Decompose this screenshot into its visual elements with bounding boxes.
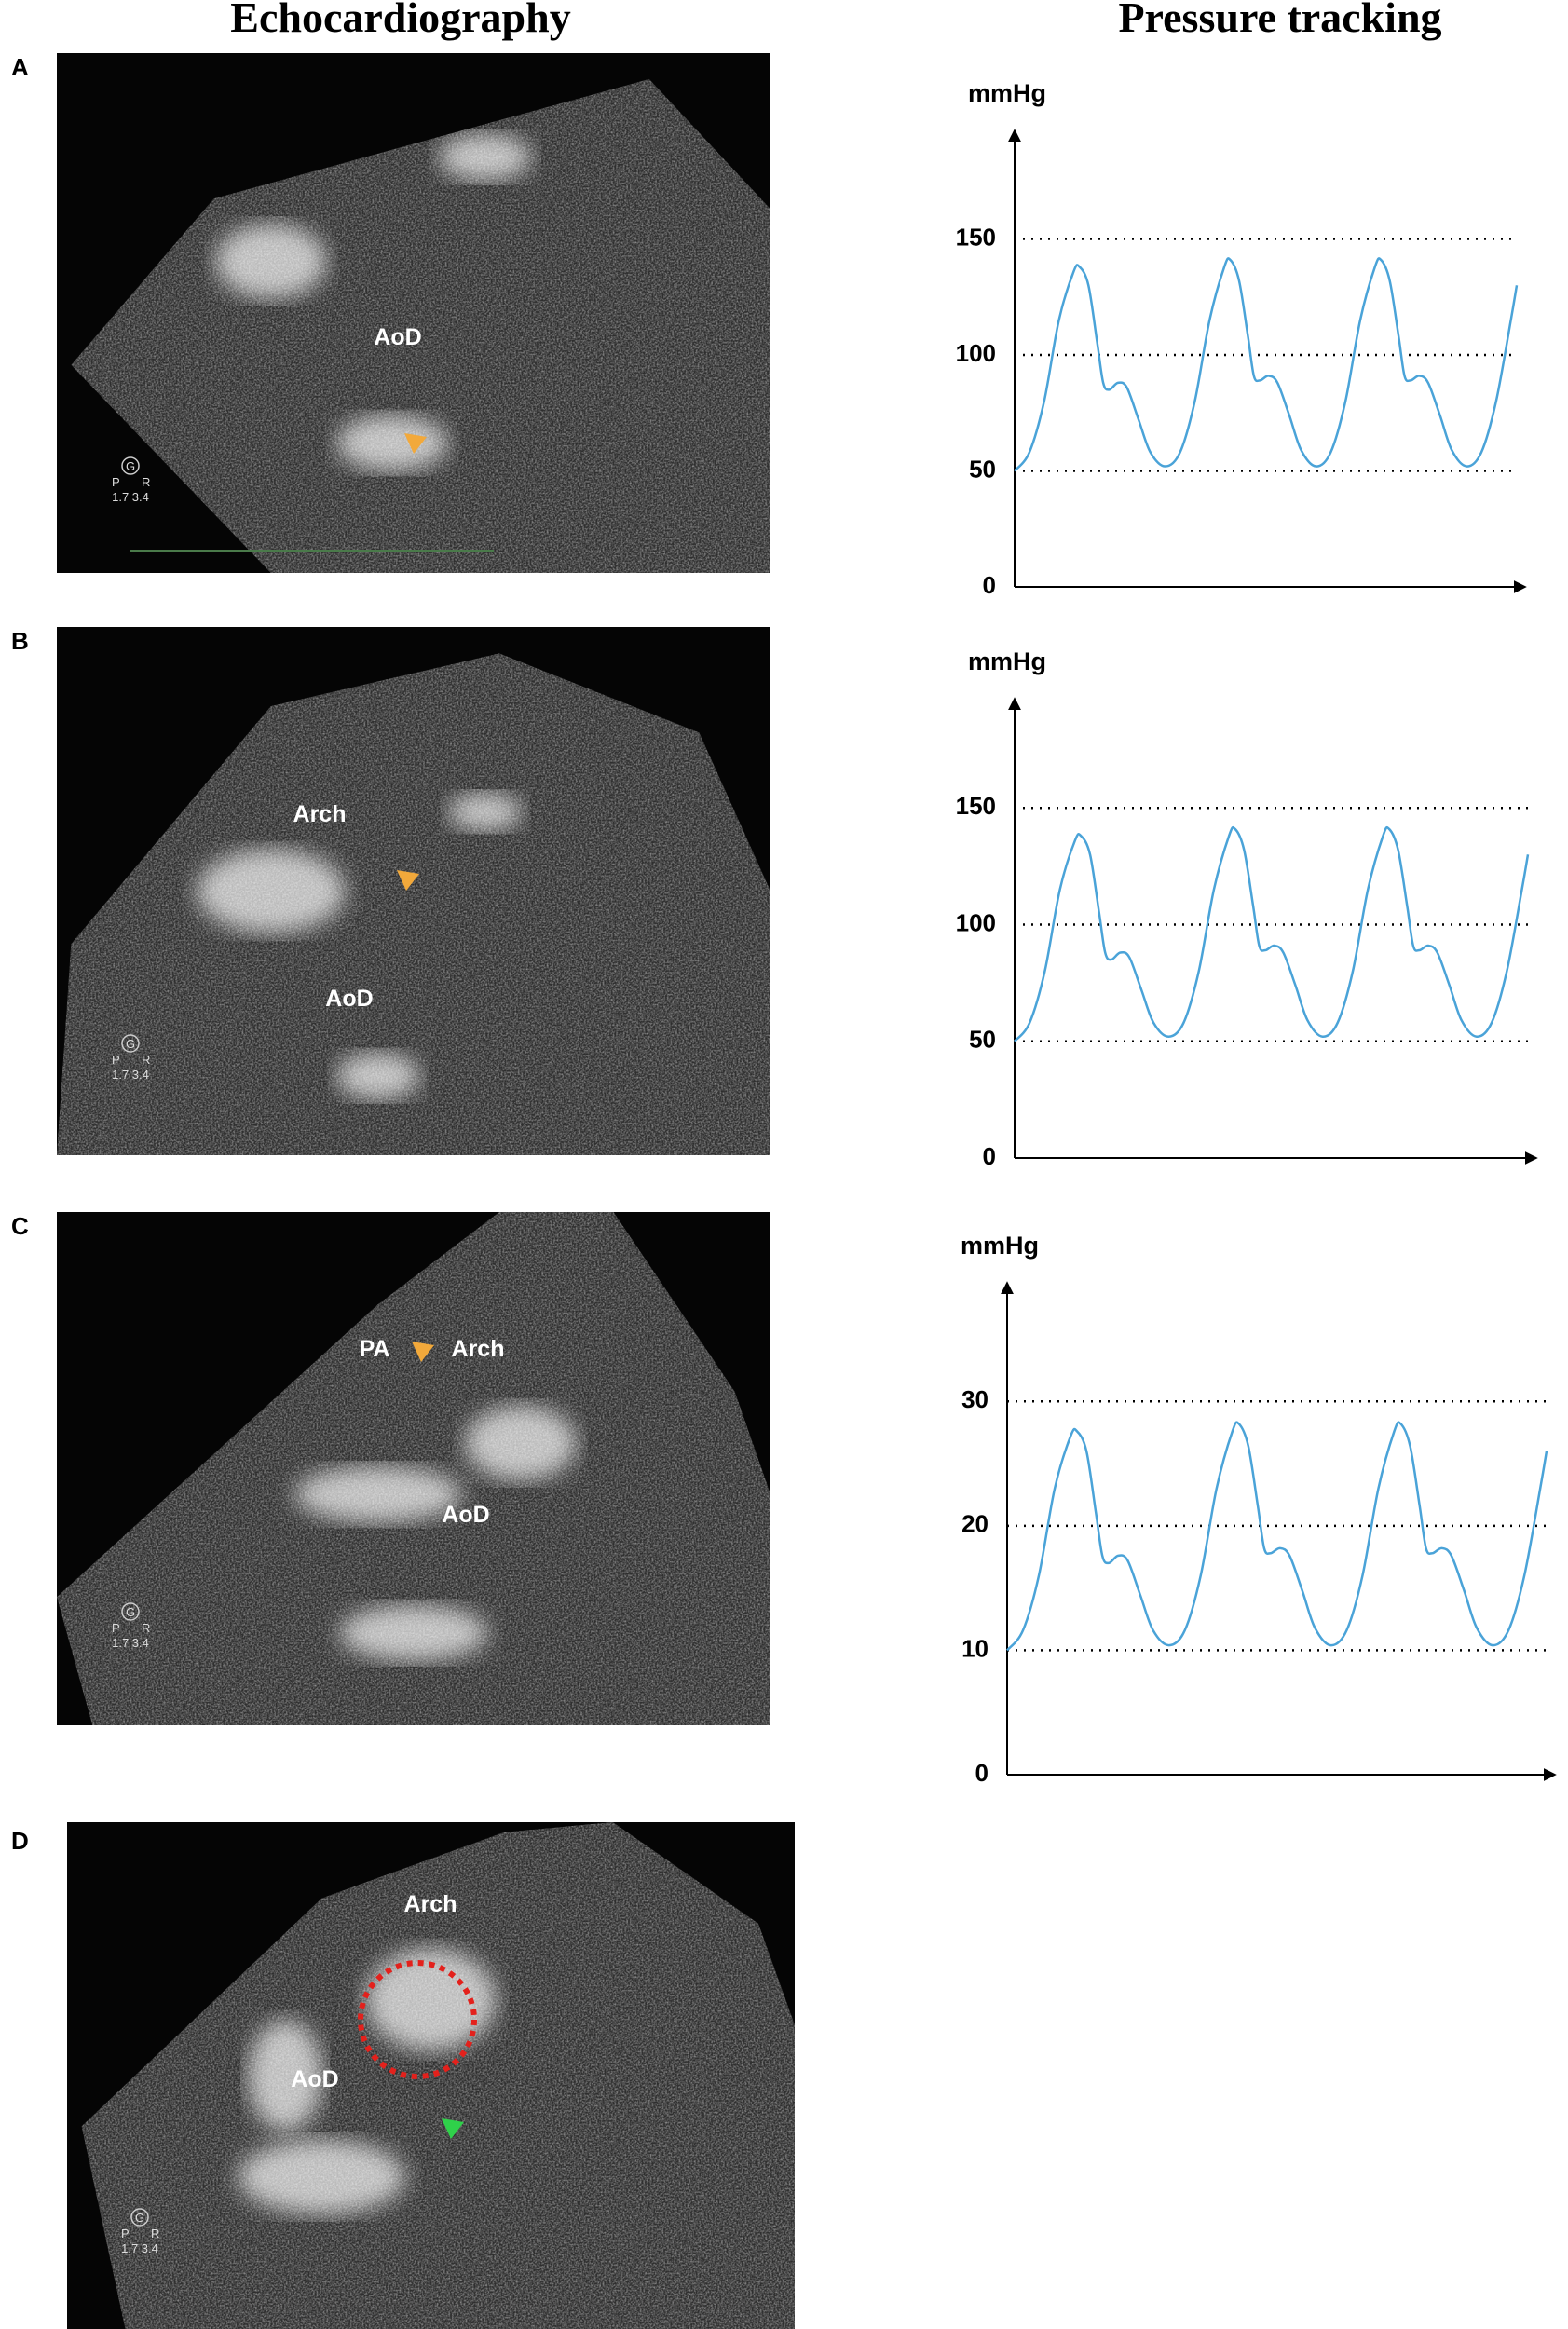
y-tick-label: 100	[956, 908, 996, 936]
panel-letter: C	[11, 1212, 29, 1240]
marker-text: 1.7 3.4	[112, 1636, 149, 1650]
y-axis-label: mmHg	[968, 647, 1046, 675]
marker-text: 1.7 3.4	[112, 490, 149, 504]
marker-text: P	[121, 2227, 130, 2240]
y-axis-label: mmHg	[961, 1232, 1039, 1260]
panel-letter: A	[11, 53, 29, 81]
y-tick-label: 100	[956, 339, 996, 367]
arrowhead	[442, 2118, 464, 2139]
marker-text: P	[112, 1621, 120, 1635]
y-tick-label: 150	[956, 792, 996, 820]
orientation-badge	[121, 1602, 140, 1621]
highlight-circle	[358, 1960, 477, 2079]
structure-label: AoD	[442, 1502, 489, 1528]
pressure-line	[1006, 1421, 1548, 1652]
echo-image: Arch AoD GP R1.7 3.4	[67, 1822, 796, 2329]
y-tick-label: 0	[983, 1142, 996, 1170]
orientation-badge	[121, 1034, 140, 1053]
y-axis-label: mmHg	[968, 79, 1046, 107]
y-tick-label: 50	[969, 455, 996, 483]
panel-letter: D	[11, 1827, 29, 1855]
y-tick-label: 20	[961, 1510, 989, 1538]
structure-label: Arch	[452, 1336, 505, 1362]
y-tick-label: 30	[961, 1385, 989, 1413]
marker-text: R	[142, 475, 150, 489]
marker-text: P	[112, 1053, 120, 1067]
y-tick-label: 0	[975, 1759, 989, 1787]
structure-label: PA	[360, 1336, 390, 1362]
echo-image: AoD GP R1.7 3.4	[57, 53, 770, 573]
structure-label: Arch	[404, 1891, 457, 1917]
marker-text: R	[142, 1621, 150, 1635]
orientation-badge	[130, 2208, 149, 2227]
panel-letter: B	[11, 627, 29, 655]
y-tick-label: 0	[983, 571, 996, 599]
y-tick-label: 10	[961, 1634, 989, 1662]
arrowhead	[404, 433, 427, 454]
pressure-line	[1014, 825, 1530, 1042]
structure-label: AoD	[291, 2066, 338, 2092]
marker-text: R	[142, 1053, 150, 1067]
marker-text: G	[135, 2211, 144, 2225]
marker-text: R	[151, 2227, 159, 2240]
structure-label: AoD	[374, 324, 421, 350]
marker-text: G	[126, 1605, 135, 1619]
marker-text: 1.7 3.4	[121, 2241, 158, 2255]
structure-label: AoD	[325, 986, 373, 1012]
marker-text: 1.7 3.4	[112, 1068, 149, 1082]
orientation-badge	[121, 456, 140, 475]
arrowhead	[412, 1342, 434, 1362]
structure-label: Arch	[293, 801, 347, 827]
marker-text: G	[126, 459, 135, 473]
marker-text: P	[112, 475, 120, 489]
y-tick-label: 50	[969, 1026, 996, 1054]
pressure-line	[1014, 257, 1519, 472]
marker-text: G	[126, 1037, 135, 1051]
column-title: Echocardiography	[230, 0, 570, 41]
echo-image: Arch AoD GP R1.7 3.4	[57, 627, 770, 1155]
arrowhead	[397, 870, 419, 891]
echo-image: PA Arch AoD GP R1.7 3.4	[57, 1212, 770, 1725]
y-tick-label: 150	[956, 223, 996, 251]
column-title: Pressure tracking	[1118, 0, 1441, 41]
